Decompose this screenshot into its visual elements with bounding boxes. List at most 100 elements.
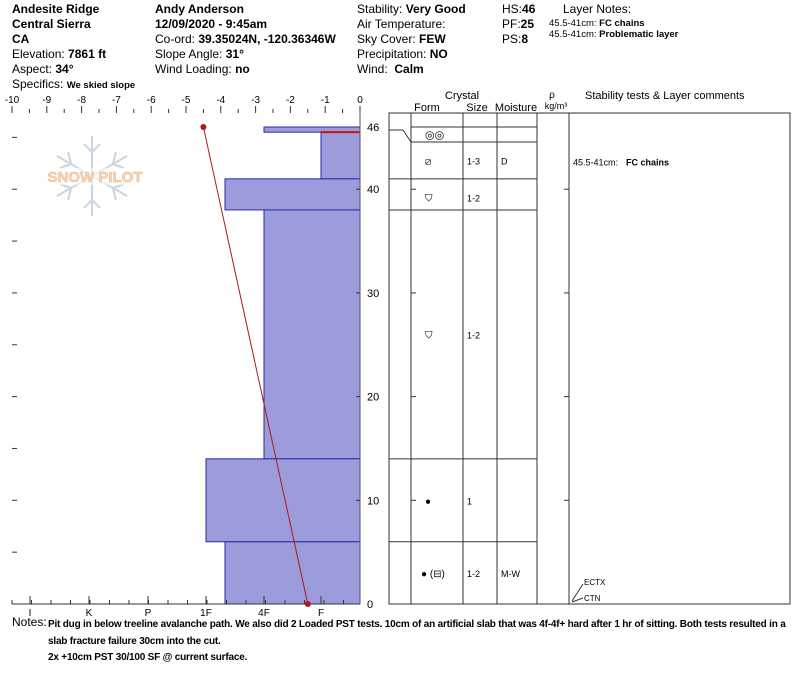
grain-size: 1-3 <box>467 156 480 166</box>
temp-tick-label: -2 <box>286 95 295 106</box>
grain-form: ● (⊟) <box>421 569 445 580</box>
sky-value: FEW <box>419 32 446 46</box>
header-density: kg/m³ <box>545 101 568 111</box>
hardness-tick-label: 1F <box>200 608 212 619</box>
temp-tick-label: 0 <box>357 95 363 106</box>
layer-comment-range: 45.5-41cm: <box>573 157 618 167</box>
layer-notes: 45.5-41cm: FC chains 45.5-41cm: Problema… <box>549 18 678 40</box>
grain-form: ● <box>425 496 431 507</box>
temp-tick-label: -4 <box>216 95 225 106</box>
stability-test-arrow <box>571 597 584 603</box>
layer-note-text: Problematic layer <box>599 29 679 40</box>
ps-label: PS: <box>502 32 522 46</box>
sky-label: Sky Cover: <box>357 32 416 46</box>
header-size: Size <box>466 102 487 114</box>
aspect-value: 34° <box>55 62 74 76</box>
stability-value: Very Good <box>405 2 466 16</box>
observation-datetime: 12/09/2020 - 9:45am <box>155 17 268 31</box>
temp-tick-label: -6 <box>147 95 156 106</box>
location-name: Andesite Ridge <box>12 2 100 16</box>
notes-body: Pit dug in below treeline avalanche path… <box>48 617 793 667</box>
layer-table-frame <box>388 112 791 605</box>
state: CA <box>12 32 30 46</box>
slope-label: Slope Angle: <box>155 47 223 61</box>
hardness-bar <box>320 131 361 180</box>
grain-form: ⛉ <box>425 330 433 341</box>
temp-tick-label: -8 <box>77 95 86 106</box>
header-rho: ρ <box>549 90 555 101</box>
grain-form: ⧄ <box>425 156 431 167</box>
location-block: Andesite Ridge Central Sierra CA Elevati… <box>12 2 135 93</box>
layer-note-range: 45.5-41cm: <box>549 29 597 40</box>
hs-value: 46 <box>522 2 536 16</box>
specifics-value: We skied slope <box>66 80 136 91</box>
temperature-point <box>304 601 311 607</box>
height-tick-label: 0 <box>367 599 373 611</box>
grain-form: ⛉ <box>425 194 433 205</box>
height-tick-label: 40 <box>367 184 379 196</box>
layer-note-text: FC chains <box>599 18 645 29</box>
temp-tick-label: -1 <box>321 95 330 106</box>
depth-block: HS:46 PF:25 PS:8 <box>502 2 535 47</box>
header-comments: Stability tests & Layer comments <box>585 90 745 102</box>
grain-size: 1 <box>467 496 472 506</box>
wind-loading-value: no <box>235 62 250 76</box>
hardness-tick-label: 4F <box>258 608 270 619</box>
wind-value: Calm <box>394 62 424 76</box>
layer-comment: FC chains <box>626 157 669 167</box>
conditions-block: Stability: Very Good Air Temperature: Sk… <box>357 2 466 77</box>
ps-value: 8 <box>521 32 529 46</box>
coord-value: 39.35024N, -120.36346W <box>198 32 336 46</box>
coord-label: Co-ord: <box>155 32 196 46</box>
observer-name: Andy Anderson <box>155 2 244 16</box>
hs-label: HS: <box>502 2 523 16</box>
header-moisture: Moisture <box>495 102 537 114</box>
height-tick-label: 10 <box>367 495 379 507</box>
moisture: M-W <box>501 569 520 579</box>
hardness-bar <box>224 541 361 605</box>
stability-label: Stability: <box>357 2 403 16</box>
temp-tick-label: -10 <box>5 95 20 106</box>
temp-tick-label: -3 <box>251 95 260 106</box>
hardness-bar <box>224 178 361 211</box>
layer-notes-title: Layer Notes: <box>563 2 632 16</box>
moisture: D <box>501 156 508 166</box>
pf-label: PF: <box>502 17 521 31</box>
temperature-point <box>200 124 207 130</box>
elevation-value: 7861 ft <box>68 47 107 61</box>
grain-size: 1-2 <box>467 194 480 204</box>
header-crystal: Crystal <box>445 90 479 102</box>
specifics-label: Specifics: <box>12 77 64 91</box>
temperature-line <box>202 126 309 605</box>
hardness-tick-label: I <box>29 608 32 619</box>
slope-value: 31° <box>225 47 244 61</box>
observer-block: Andy Anderson 12/09/2020 - 9:45am Co-ord… <box>155 2 336 77</box>
air-temp-label: Air Temperature: <box>357 17 446 31</box>
wind-loading-label: Wind Loading: <box>155 62 232 76</box>
precip-label: Precipitation: <box>357 47 427 61</box>
height-tick-label: 20 <box>367 392 379 404</box>
stability-test-arrow <box>571 583 584 602</box>
notes-line: Pit dug in below treeline avalanche path… <box>48 619 786 647</box>
notes-label: Notes: <box>12 615 47 629</box>
hardness-tick-label: P <box>145 608 152 619</box>
stability-test-label: CTN <box>584 594 601 603</box>
precip-value: NO <box>429 47 448 61</box>
hardness-tick-label: K <box>86 608 93 619</box>
hardness-bar <box>205 458 361 543</box>
snowpilot-logo: SNOW PILOT <box>36 136 154 216</box>
layer-note-range: 45.5-41cm: <box>549 18 597 29</box>
hardness-tick-label: F <box>318 608 324 619</box>
hardness-bar <box>263 209 361 460</box>
pf-value: 25 <box>520 17 535 31</box>
stability-test-label: ECTX <box>584 578 606 587</box>
grain-form: ◎◎ <box>425 130 444 142</box>
notes-line: 2x +10cm PST 30/100 SF @ current surface… <box>48 652 248 663</box>
logo-text: SNOW PILOT <box>48 169 143 186</box>
temp-tick-label: -9 <box>42 95 51 106</box>
elevation-label: Elevation: <box>12 47 65 61</box>
grain-size: 1-2 <box>467 569 480 579</box>
height-tick-label: 30 <box>367 288 379 300</box>
